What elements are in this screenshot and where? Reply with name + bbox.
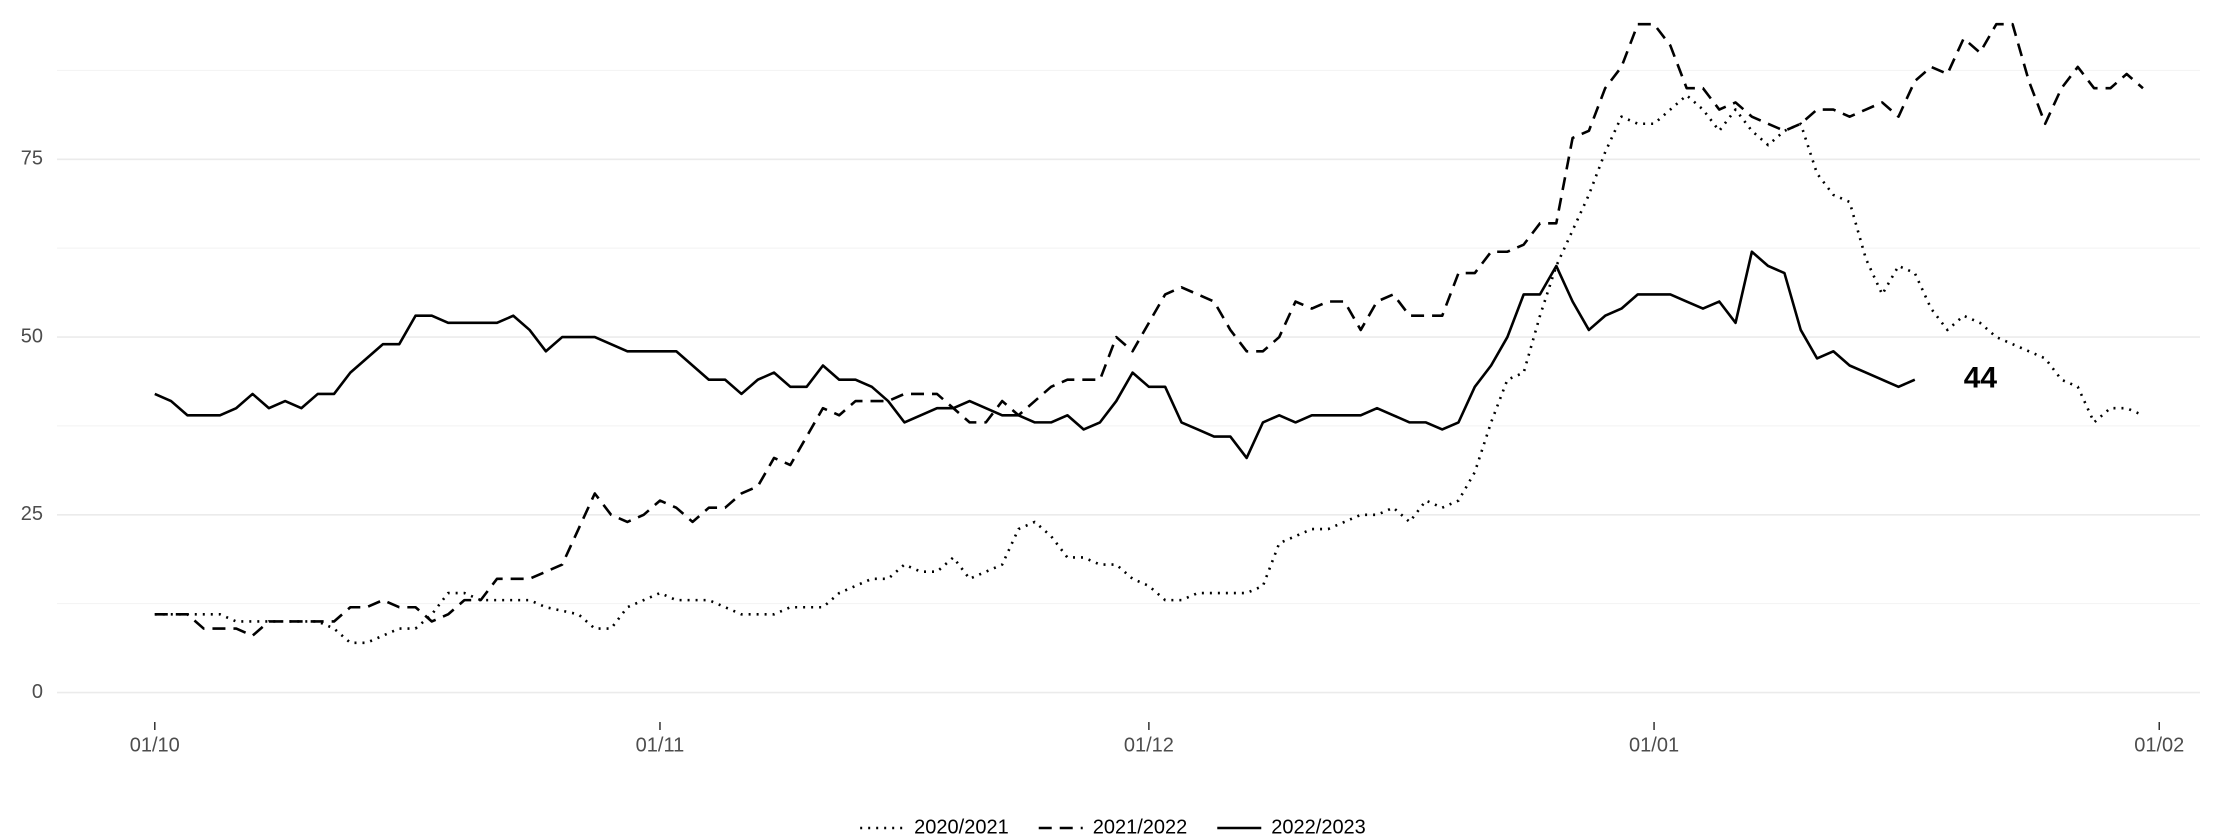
x-tick-label: 01/01 — [1629, 734, 1679, 756]
x-tick-label: 01/02 — [2134, 734, 2184, 756]
legend-label: 2020/2021 — [914, 816, 1009, 838]
annotation: 44 — [1964, 362, 1998, 395]
series-line — [154, 250, 1916, 460]
y-tick-label: 0 — [32, 681, 43, 703]
series-line — [154, 94, 2144, 645]
x-tick-label: 01/10 — [130, 734, 180, 756]
x-tick-label: 01/12 — [1124, 734, 1174, 756]
legend-label: 2021/2022 — [1093, 816, 1188, 838]
x-tick-label: 01/11 — [636, 734, 685, 756]
series-line — [154, 22, 2144, 637]
y-tick-label: 25 — [21, 503, 43, 525]
y-tick-label: 50 — [21, 325, 43, 347]
legend-label: 2022/2023 — [1271, 816, 1366, 838]
y-tick-label: 75 — [21, 148, 43, 170]
